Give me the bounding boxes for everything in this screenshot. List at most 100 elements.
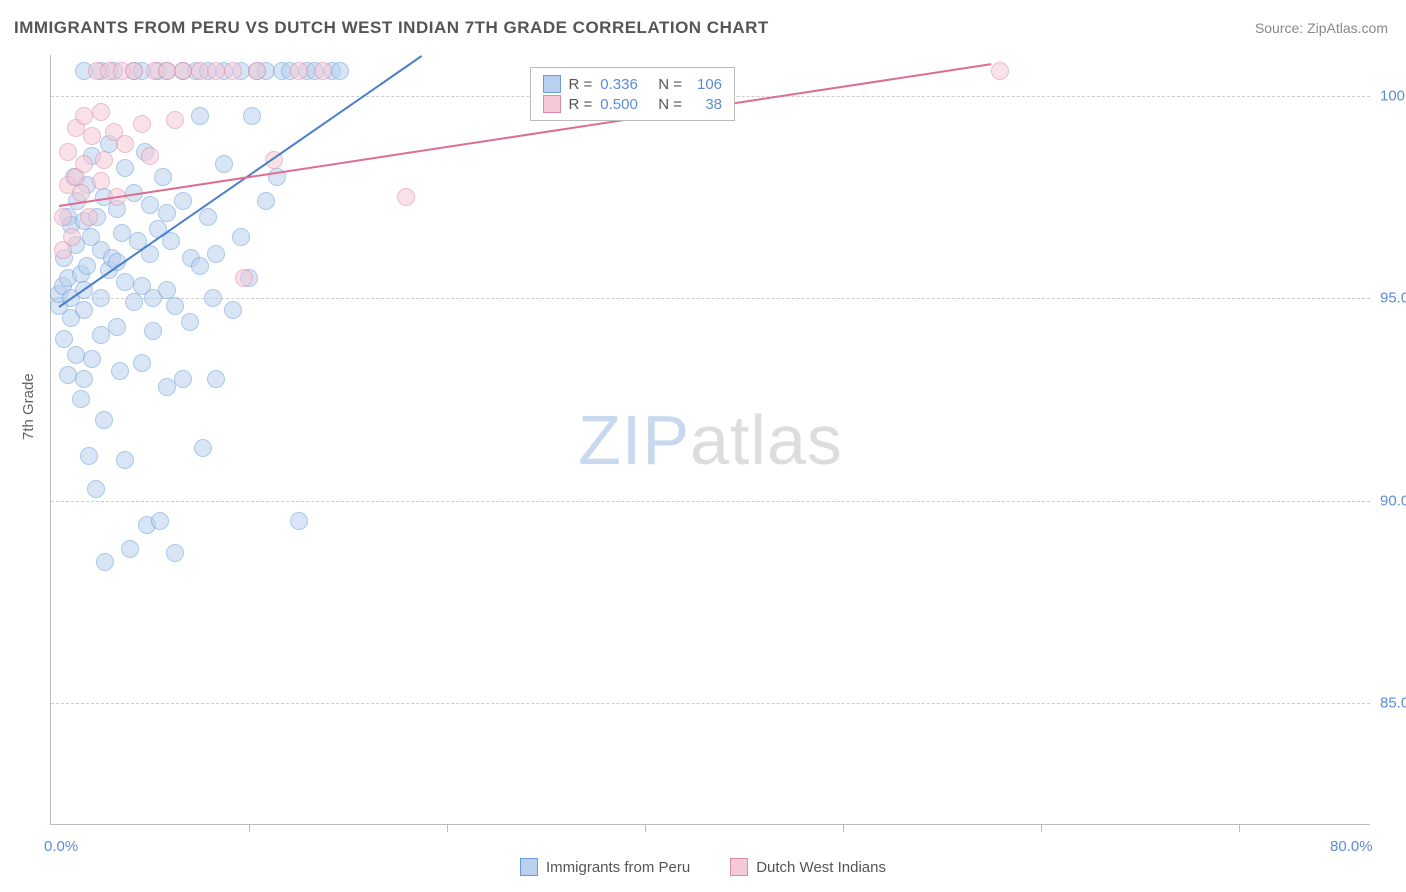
point-series-b [75, 155, 93, 173]
point-series-b [224, 62, 242, 80]
point-series-a [111, 362, 129, 380]
point-series-a [83, 350, 101, 368]
point-series-b [72, 184, 90, 202]
point-series-a [158, 378, 176, 396]
point-series-b [207, 62, 225, 80]
point-series-a [92, 326, 110, 344]
stats-r-label: R = [569, 96, 593, 113]
y-tick-label: 100.0% [1380, 87, 1406, 104]
point-series-a [141, 196, 159, 214]
chart-title: IMMIGRANTS FROM PERU VS DUTCH WEST INDIA… [14, 18, 769, 38]
point-series-a [75, 301, 93, 319]
point-series-a [125, 293, 143, 311]
point-series-b [397, 188, 415, 206]
point-series-a [174, 192, 192, 210]
point-series-b [991, 62, 1009, 80]
point-series-a [215, 155, 233, 173]
point-series-a [92, 289, 110, 307]
point-series-b [92, 172, 110, 190]
point-series-a [55, 330, 73, 348]
point-series-a [121, 540, 139, 558]
legend-label-a: Immigrants from Peru [546, 859, 690, 876]
legend-swatch-a [520, 858, 538, 876]
stats-r-value-b: 0.500 [600, 96, 650, 113]
point-series-b [125, 62, 143, 80]
stats-n-label: N = [658, 96, 682, 113]
point-series-a [199, 208, 217, 226]
stats-row-b: R = 0.500 N = 38 [543, 94, 723, 114]
point-series-a [257, 192, 275, 210]
x-tick [645, 824, 646, 832]
stats-r-value-a: 0.336 [600, 76, 650, 93]
point-series-b [248, 62, 266, 80]
legend-label-b: Dutch West Indians [756, 859, 886, 876]
stats-n-value-b: 38 [690, 96, 722, 113]
y-tick-label: 85.0% [1380, 695, 1406, 712]
x-tick [1239, 824, 1240, 832]
y-axis-label: 7th Grade [20, 373, 37, 440]
point-series-a [224, 301, 242, 319]
point-series-a [232, 228, 250, 246]
point-series-a [108, 318, 126, 336]
trend-line-b [59, 63, 992, 207]
point-series-b [235, 269, 253, 287]
point-series-b [174, 62, 192, 80]
point-series-a [87, 480, 105, 498]
point-series-a [67, 346, 85, 364]
y-tick-label: 90.0% [1380, 492, 1406, 509]
point-series-a [59, 366, 77, 384]
point-series-b [92, 103, 110, 121]
stats-n-value-a: 106 [690, 76, 722, 93]
watermark: ZIPatlas [578, 400, 843, 480]
point-series-a [95, 411, 113, 429]
point-series-b [133, 115, 151, 133]
point-series-b [63, 228, 81, 246]
point-series-a [144, 322, 162, 340]
point-series-a [331, 62, 349, 80]
point-series-a [174, 370, 192, 388]
grid-line [51, 298, 1370, 299]
x-tick-label: 0.0% [44, 838, 78, 855]
point-series-b [59, 143, 77, 161]
point-series-a [116, 451, 134, 469]
point-series-a [96, 553, 114, 571]
point-series-a [243, 107, 261, 125]
point-series-a [154, 168, 172, 186]
point-series-a [151, 512, 169, 530]
watermark-part1: ZIP [578, 401, 690, 479]
point-series-a [166, 297, 184, 315]
grid-line [51, 501, 1370, 502]
point-series-a [207, 245, 225, 263]
point-series-b [290, 62, 308, 80]
point-series-a [204, 289, 222, 307]
stats-n-label: N = [658, 76, 682, 93]
source-label: Source: ZipAtlas.com [1255, 20, 1388, 36]
point-series-a [133, 354, 151, 372]
point-series-a [116, 159, 134, 177]
point-series-b [95, 151, 113, 169]
point-series-a [191, 257, 209, 275]
y-tick-label: 95.0% [1380, 290, 1406, 307]
point-series-b [166, 111, 184, 129]
point-series-a [181, 313, 199, 331]
point-series-b [80, 208, 98, 226]
point-series-b [191, 62, 209, 80]
legend-item-b: Dutch West Indians [730, 858, 886, 876]
stats-swatch-b [543, 95, 561, 113]
point-series-a [75, 370, 93, 388]
point-series-b [75, 107, 93, 125]
grid-line [51, 703, 1370, 704]
point-series-a [78, 257, 96, 275]
stats-box: R = 0.336 N = 106R = 0.500 N = 38 [530, 67, 736, 121]
point-series-a [191, 107, 209, 125]
point-series-b [54, 208, 72, 226]
point-series-a [116, 273, 134, 291]
point-series-a [166, 544, 184, 562]
point-series-a [80, 447, 98, 465]
stats-row-a: R =0.336N =106 [543, 74, 723, 94]
point-series-a [194, 439, 212, 457]
plot-area: ZIPatlas 85.0%90.0%95.0%100.0%R =0.336N … [50, 55, 1370, 825]
legend-item-a: Immigrants from Peru [520, 858, 690, 876]
point-series-a [72, 390, 90, 408]
point-series-b [83, 127, 101, 145]
